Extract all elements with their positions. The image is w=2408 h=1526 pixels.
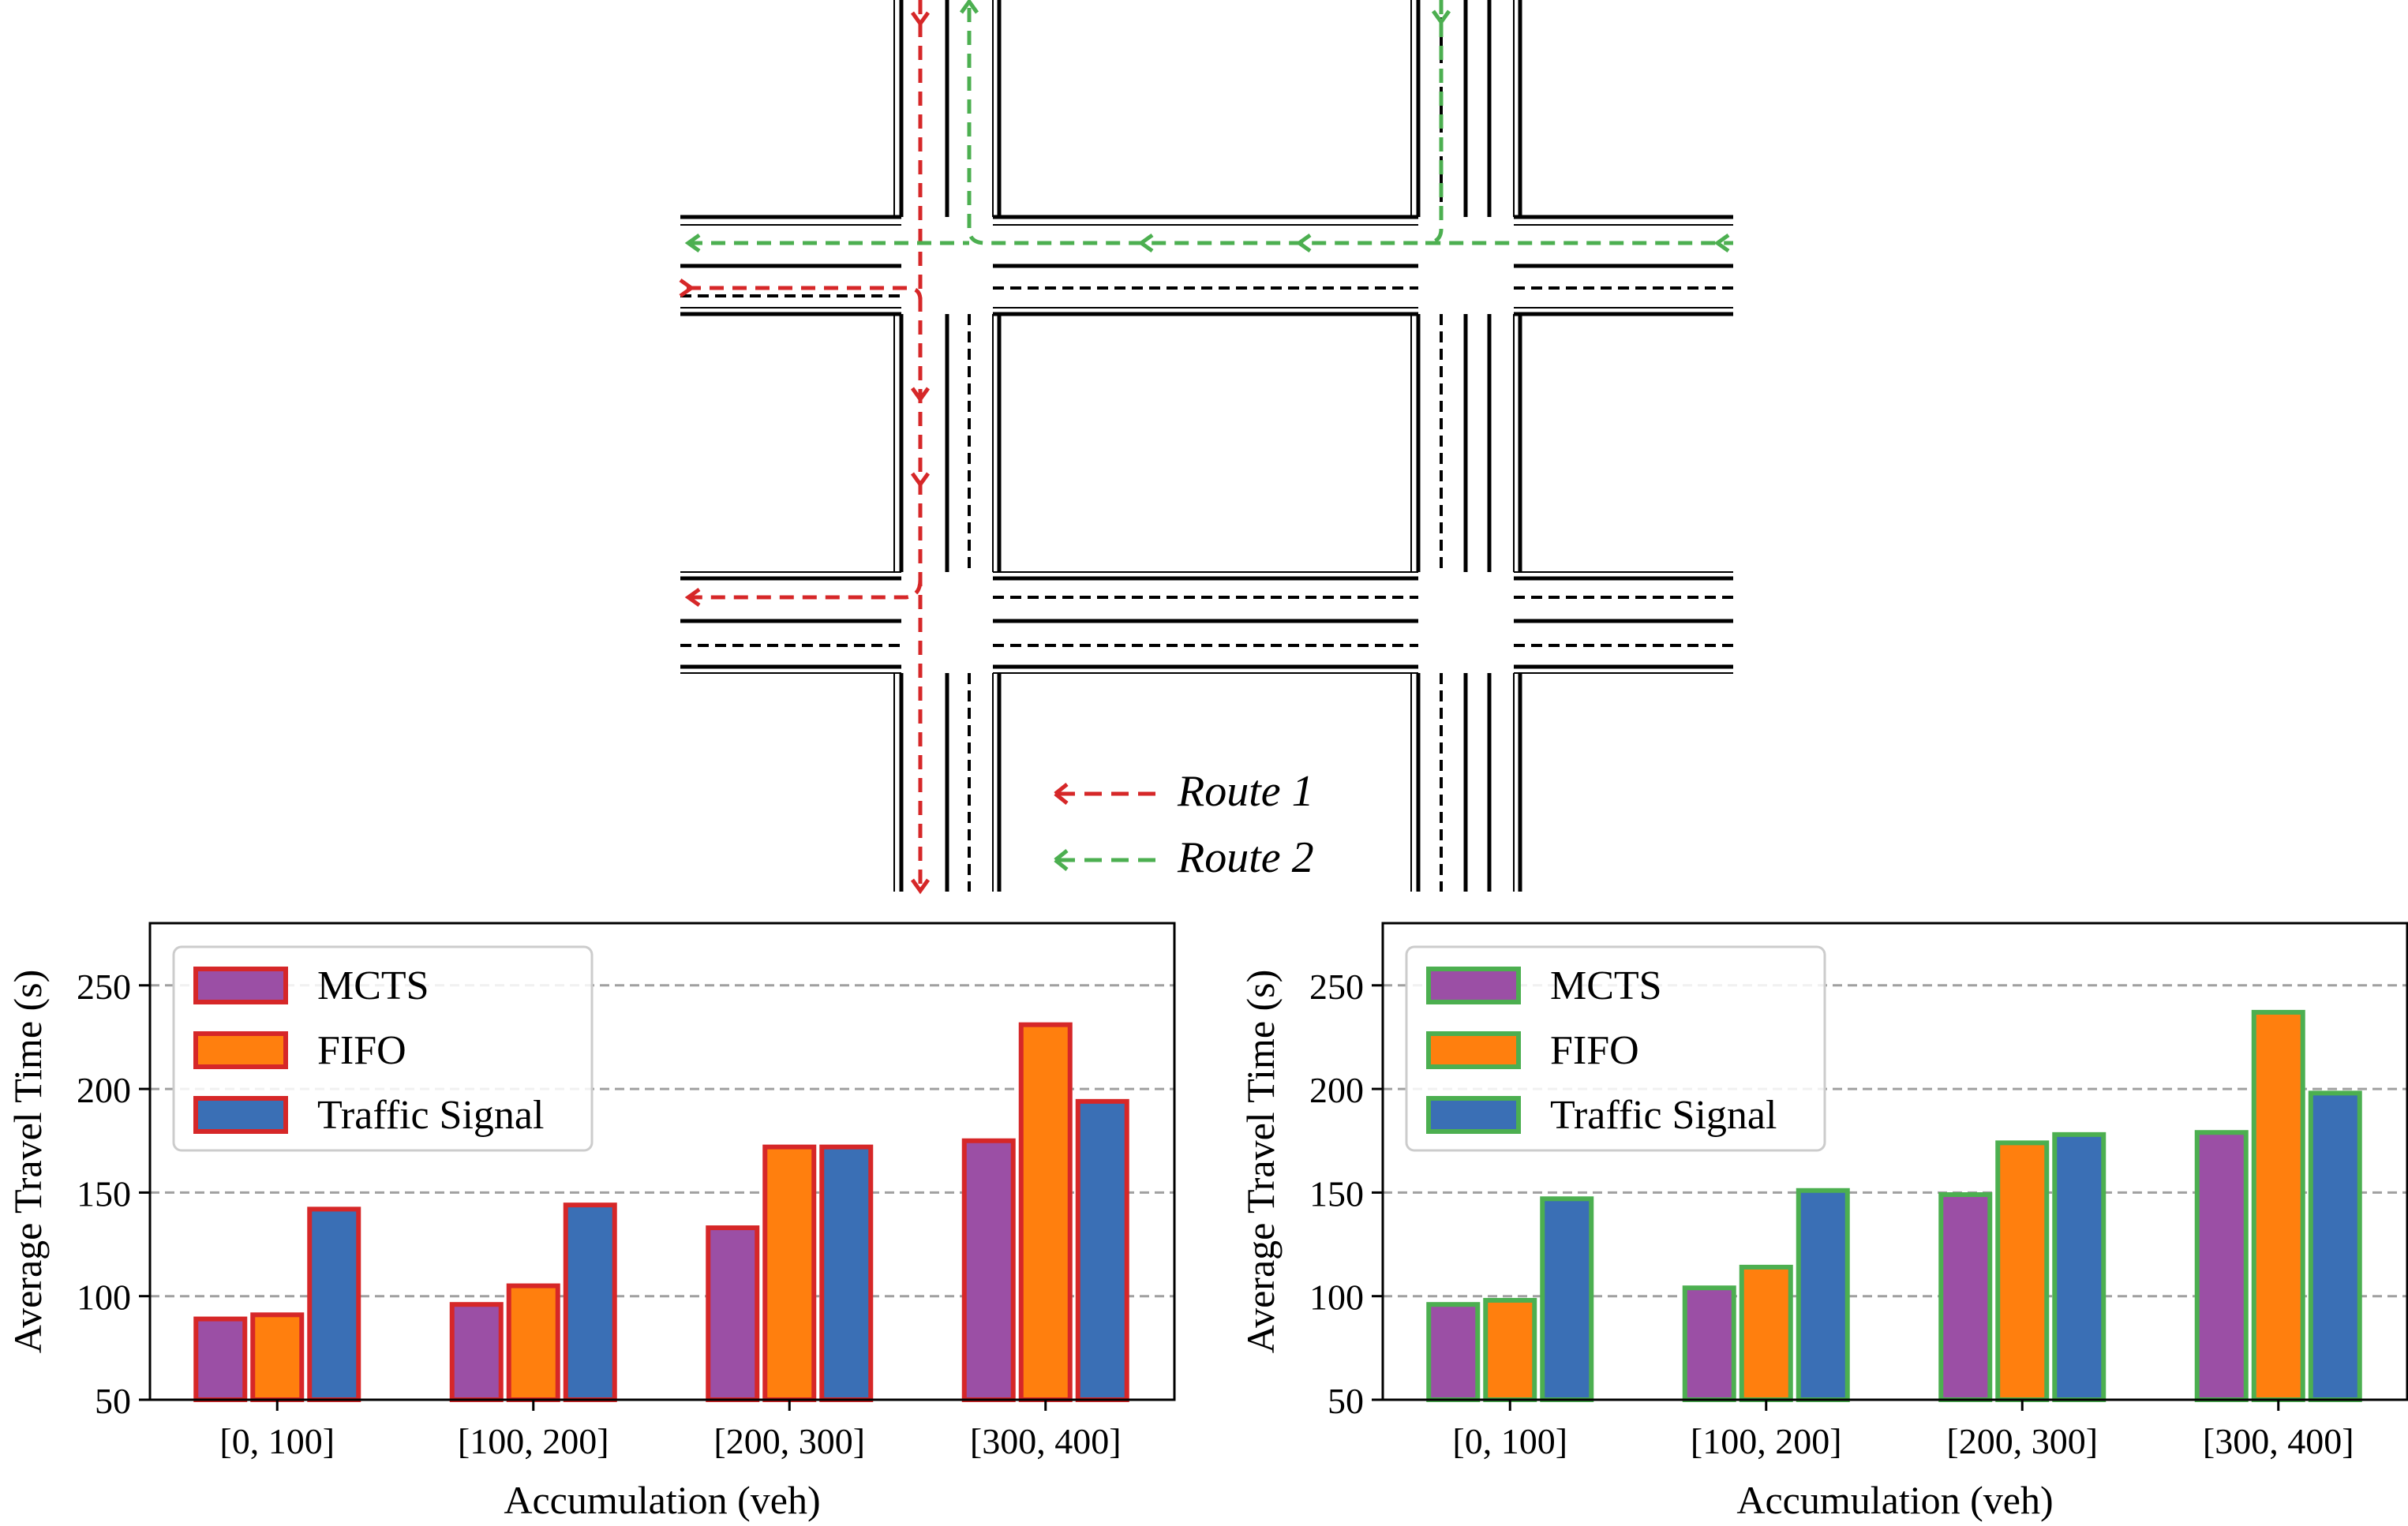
y-tick-label: 50 [1328,1381,1364,1421]
legend-label: MCTS [317,963,429,1008]
bar-mcts [706,1225,760,1402]
x-tick-label: [0, 100] [1452,1421,1567,1461]
bar-mcts [961,1138,1016,1402]
route-1-label: Route 1 [1177,767,1314,816]
bar-fifo [1739,1264,1793,1402]
y-tick-label: 50 [95,1381,131,1421]
bar-traffic-signal [2052,1131,2107,1402]
y-tick-label: 150 [1309,1173,1364,1214]
y-tick-label: 150 [77,1173,131,1214]
bar-traffic-signal [2308,1090,2362,1402]
legend-swatch [193,1031,288,1069]
y-tick-label: 250 [77,967,131,1007]
bar-fifo [250,1312,305,1403]
bar-mcts [1426,1302,1481,1402]
route-1-arrows [679,11,931,895]
bar-fifo [506,1283,560,1402]
legend-label: Traffic Signal [317,1093,544,1138]
legend-swatch [193,967,288,1004]
x-axis-label: Accumulation (veh) [504,1478,820,1522]
y-axis-label: Average Travel Time (s) [1238,970,1283,1354]
x-tick-label: [200, 300] [713,1421,865,1461]
y-tick-label: 200 [1309,1070,1364,1110]
x-axis-ticks: [0, 100] [100, 200] [200, 300] [300, 400] [219,1400,1122,1461]
bar-fifo [1018,1022,1073,1402]
bar-fifo [1483,1297,1537,1403]
bar-fifo [1995,1140,2050,1403]
x-axis-ticks: [0, 100] [100, 200] [200, 300] [300, 400] [1452,1400,2354,1461]
chart-legend: MCTS FIFO Traffic Signal [1405,945,1826,1152]
y-tick-label: 200 [77,1070,131,1110]
y-tick-label: 100 [77,1277,131,1318]
legend-label: FIFO [1550,1028,1639,1073]
bar-mcts [193,1316,248,1403]
x-axis-label: Accumulation (veh) [1736,1478,2053,1522]
route-2-path [688,0,1733,245]
bar-traffic-signal [307,1206,361,1403]
bar-group [193,1022,1129,1403]
route-legend: Route 1 Route 2 [1054,767,1314,882]
y-axis-label: Average Travel Time (s) [6,970,50,1354]
chart-legend: MCTS FIFO Traffic Signal [172,945,594,1152]
x-tick-label: [300, 400] [2203,1421,2354,1461]
legend-swatch [1426,1031,1521,1069]
y-tick-label: 100 [1309,1277,1364,1318]
bar-mcts [1682,1285,1736,1402]
bar-traffic-signal [1540,1196,1594,1402]
legend-label: MCTS [1550,963,1662,1008]
bar-mcts [449,1302,504,1402]
x-tick-label: [100, 200] [1691,1421,1842,1461]
road-network: Route 1 Route 2 [679,0,1733,895]
bar-chart-route-2: 50 100 150 200 250 [0, 100] [100, 200] [200, 3… [1238,922,2408,1522]
legend-swatch [1426,1096,1521,1134]
bar-fifo [762,1144,817,1403]
y-axis-ticks: 50 100 150 200 250 [77,967,150,1421]
route-2-label: Route 2 [1177,833,1314,882]
bar-mcts [1938,1192,1993,1402]
bar-fifo [2251,1009,2305,1402]
bar-chart-route-1: 50 100 150 200 250 [0, 100] [100, 200] [200, 3… [6,922,1176,1522]
y-axis-ticks: 50 100 150 200 250 [1309,967,1383,1421]
bar-traffic-signal [1075,1098,1129,1403]
y-tick-label: 250 [1309,967,1364,1007]
route-legend-item-2: Route 2 [1054,833,1314,882]
legend-label: Traffic Signal [1550,1093,1777,1138]
legend-label: FIFO [317,1028,406,1073]
x-tick-label: [100, 200] [458,1421,609,1461]
x-tick-label: [300, 400] [970,1421,1122,1461]
route-1-path [687,0,923,892]
bar-traffic-signal [1796,1188,1850,1403]
bar-mcts [2194,1130,2249,1402]
plot-frame [1381,922,2408,1401]
x-tick-label: [0, 100] [219,1421,335,1461]
x-tick-label: [200, 300] [1946,1421,2098,1461]
bar-traffic-signal [563,1202,617,1402]
plot-frame [148,922,1176,1401]
route-2-arrows [684,0,1730,253]
route-legend-item-1: Route 1 [1054,767,1314,816]
legend-swatch [193,1096,288,1134]
bar-traffic-signal [819,1144,874,1403]
legend-swatch [1426,967,1521,1004]
